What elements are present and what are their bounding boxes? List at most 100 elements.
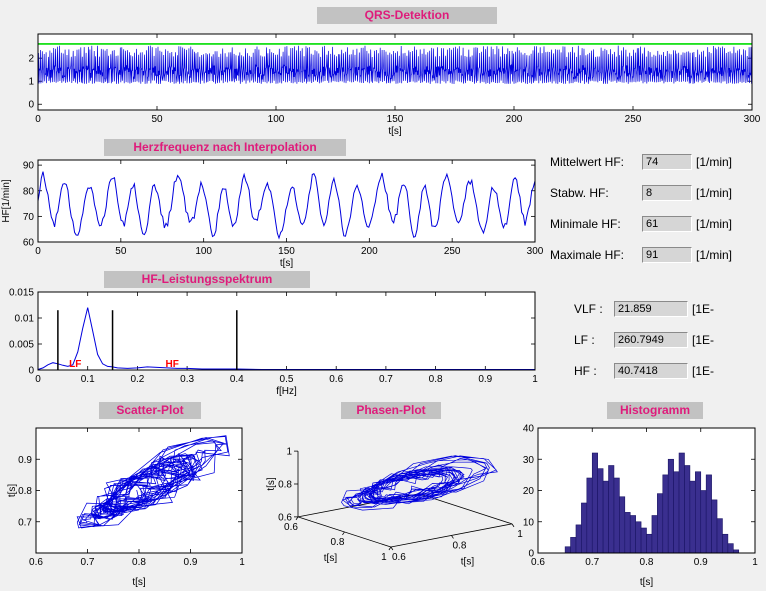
hf-field[interactable] <box>614 363 688 379</box>
svg-text:20: 20 <box>523 486 535 497</box>
svg-text:0.8: 0.8 <box>18 486 32 497</box>
phase-plot-3d: 0.6 0.6 0.6 0.8 0.8 0.8 1 1 1 t[s] t[s] t[s] <box>258 420 524 591</box>
rr-histogram-plot: 0.6 0.7 0.8 0.9 1 0 10 20 30 40 t[s] <box>510 420 761 591</box>
svg-text:0.9: 0.9 <box>694 557 708 568</box>
svg-text:0.2: 0.2 <box>130 374 144 385</box>
svg-text:0.9: 0.9 <box>478 374 492 385</box>
svg-text:0.7: 0.7 <box>81 557 95 568</box>
svg-text:0.4: 0.4 <box>230 374 244 385</box>
svg-text:60: 60 <box>23 238 35 249</box>
svg-text:t[s]: t[s] <box>280 258 294 269</box>
svg-text:t[s]: t[s] <box>266 477 277 491</box>
svg-text:70: 70 <box>23 212 35 223</box>
svg-text:0: 0 <box>28 366 34 377</box>
svg-text:0.8: 0.8 <box>640 557 654 568</box>
svg-text:0.6: 0.6 <box>329 374 343 385</box>
hf-unit: [1E- <box>692 364 715 378</box>
svg-text:0.7: 0.7 <box>585 557 599 568</box>
max-hr-label: Maximale HF: <box>550 248 625 262</box>
min-hr-row: Minimale HF: [1/min] <box>550 216 732 232</box>
svg-text:0.7: 0.7 <box>379 374 393 385</box>
svg-text:1: 1 <box>28 77 34 88</box>
svg-text:90: 90 <box>23 161 35 172</box>
svg-text:0: 0 <box>35 374 41 385</box>
svg-text:0.3: 0.3 <box>180 374 194 385</box>
svg-text:0.8: 0.8 <box>453 540 467 551</box>
scatter-plot: 0.6 0.7 0.8 0.9 1 0.7 0.8 0.9 t[s] t[s] <box>6 420 250 591</box>
qrs-detection-title: QRS-Detektion <box>317 7 497 24</box>
svg-text:200: 200 <box>506 114 523 125</box>
max-hr-row: Maximale HF: [1/min] <box>550 247 732 263</box>
svg-text:1: 1 <box>517 529 523 540</box>
power-spectrum-plot: 0 0.1 0.2 0.3 0.4 0.5 0.6 0.7 0.8 0.9 1 0 0.005 0.01 0… <box>0 286 545 400</box>
svg-text:200: 200 <box>361 246 378 257</box>
svg-text:HF: HF <box>166 359 179 370</box>
svg-text:0.01: 0.01 <box>15 314 35 325</box>
std-hr-label: Stabw. HF: <box>550 186 609 200</box>
svg-text:250: 250 <box>444 246 461 257</box>
vlf-unit: [1E- <box>692 302 715 316</box>
svg-text:0.6: 0.6 <box>278 512 292 523</box>
svg-text:1: 1 <box>239 557 245 568</box>
std-hr-row: Stabw. HF: [1/min] <box>550 185 732 201</box>
std-hr-unit: [1/min] <box>696 186 733 200</box>
svg-text:40: 40 <box>523 424 535 435</box>
svg-text:t[s]: t[s] <box>324 553 338 564</box>
svg-text:0: 0 <box>528 549 534 560</box>
svg-text:0.1: 0.1 <box>81 374 95 385</box>
mean-hr-field[interactable] <box>642 154 692 170</box>
mean-hr-row: Mittelwert HF: [1/min] <box>550 154 732 170</box>
svg-text:2: 2 <box>28 54 34 65</box>
svg-text:50: 50 <box>115 246 127 257</box>
svg-text:50: 50 <box>151 114 163 125</box>
svg-text:0.5: 0.5 <box>280 374 294 385</box>
vlf-label: VLF : <box>574 302 603 316</box>
svg-text:0.005: 0.005 <box>9 340 34 351</box>
svg-text:0.9: 0.9 <box>184 557 198 568</box>
svg-text:LF: LF <box>69 359 81 370</box>
svg-text:0.8: 0.8 <box>331 537 345 548</box>
svg-text:1: 1 <box>752 557 758 568</box>
svg-text:0.6: 0.6 <box>29 557 43 568</box>
svg-text:t[s]: t[s] <box>640 577 654 588</box>
svg-text:150: 150 <box>278 246 295 257</box>
svg-text:0.015: 0.015 <box>9 288 34 299</box>
svg-text:1: 1 <box>532 374 538 385</box>
lf-unit: [1E- <box>692 333 715 347</box>
hf-label: HF : <box>574 364 597 378</box>
svg-text:250: 250 <box>625 114 642 125</box>
max-hr-field[interactable] <box>642 247 692 263</box>
svg-text:0: 0 <box>35 114 41 125</box>
svg-text:0.6: 0.6 <box>392 552 406 563</box>
lf-field[interactable] <box>614 332 688 348</box>
min-hr-field[interactable] <box>642 216 692 232</box>
svg-text:0.8: 0.8 <box>132 557 146 568</box>
svg-text:t[s]: t[s] <box>7 484 18 498</box>
power-spectrum-title: HF-Leistungsspektrum <box>104 271 310 288</box>
heart-rate-plot: 0 50 100 150 200 250 300 60 70 80 90 t[s] HF[1/min] <box>0 154 545 272</box>
svg-text:0.7: 0.7 <box>18 517 32 528</box>
svg-text:0: 0 <box>28 100 34 111</box>
svg-text:80: 80 <box>23 186 35 197</box>
svg-text:0.6: 0.6 <box>531 557 545 568</box>
mean-hr-label: Mittelwert HF: <box>550 155 625 169</box>
svg-text:0.9: 0.9 <box>18 455 32 466</box>
histogram-title: Histogramm <box>607 402 703 419</box>
heart-rate-title: Herzfrequenz nach Interpolation <box>104 139 346 156</box>
lf-power-row: LF : [1E- <box>574 332 714 348</box>
std-hr-field[interactable] <box>642 185 692 201</box>
svg-text:t[s]: t[s] <box>132 577 146 588</box>
svg-text:300: 300 <box>744 114 761 125</box>
phase-plot-title: Phasen-Plot <box>341 402 441 419</box>
vlf-field[interactable] <box>614 301 688 317</box>
svg-text:30: 30 <box>523 455 535 466</box>
max-hr-unit: [1/min] <box>696 248 733 262</box>
svg-text:0: 0 <box>35 246 41 257</box>
svg-text:1: 1 <box>286 447 292 458</box>
svg-text:100: 100 <box>268 114 285 125</box>
svg-text:t[s]: t[s] <box>388 126 402 137</box>
svg-text:1: 1 <box>381 552 387 563</box>
svg-text:0.8: 0.8 <box>429 374 443 385</box>
lf-label: LF : <box>574 333 595 347</box>
